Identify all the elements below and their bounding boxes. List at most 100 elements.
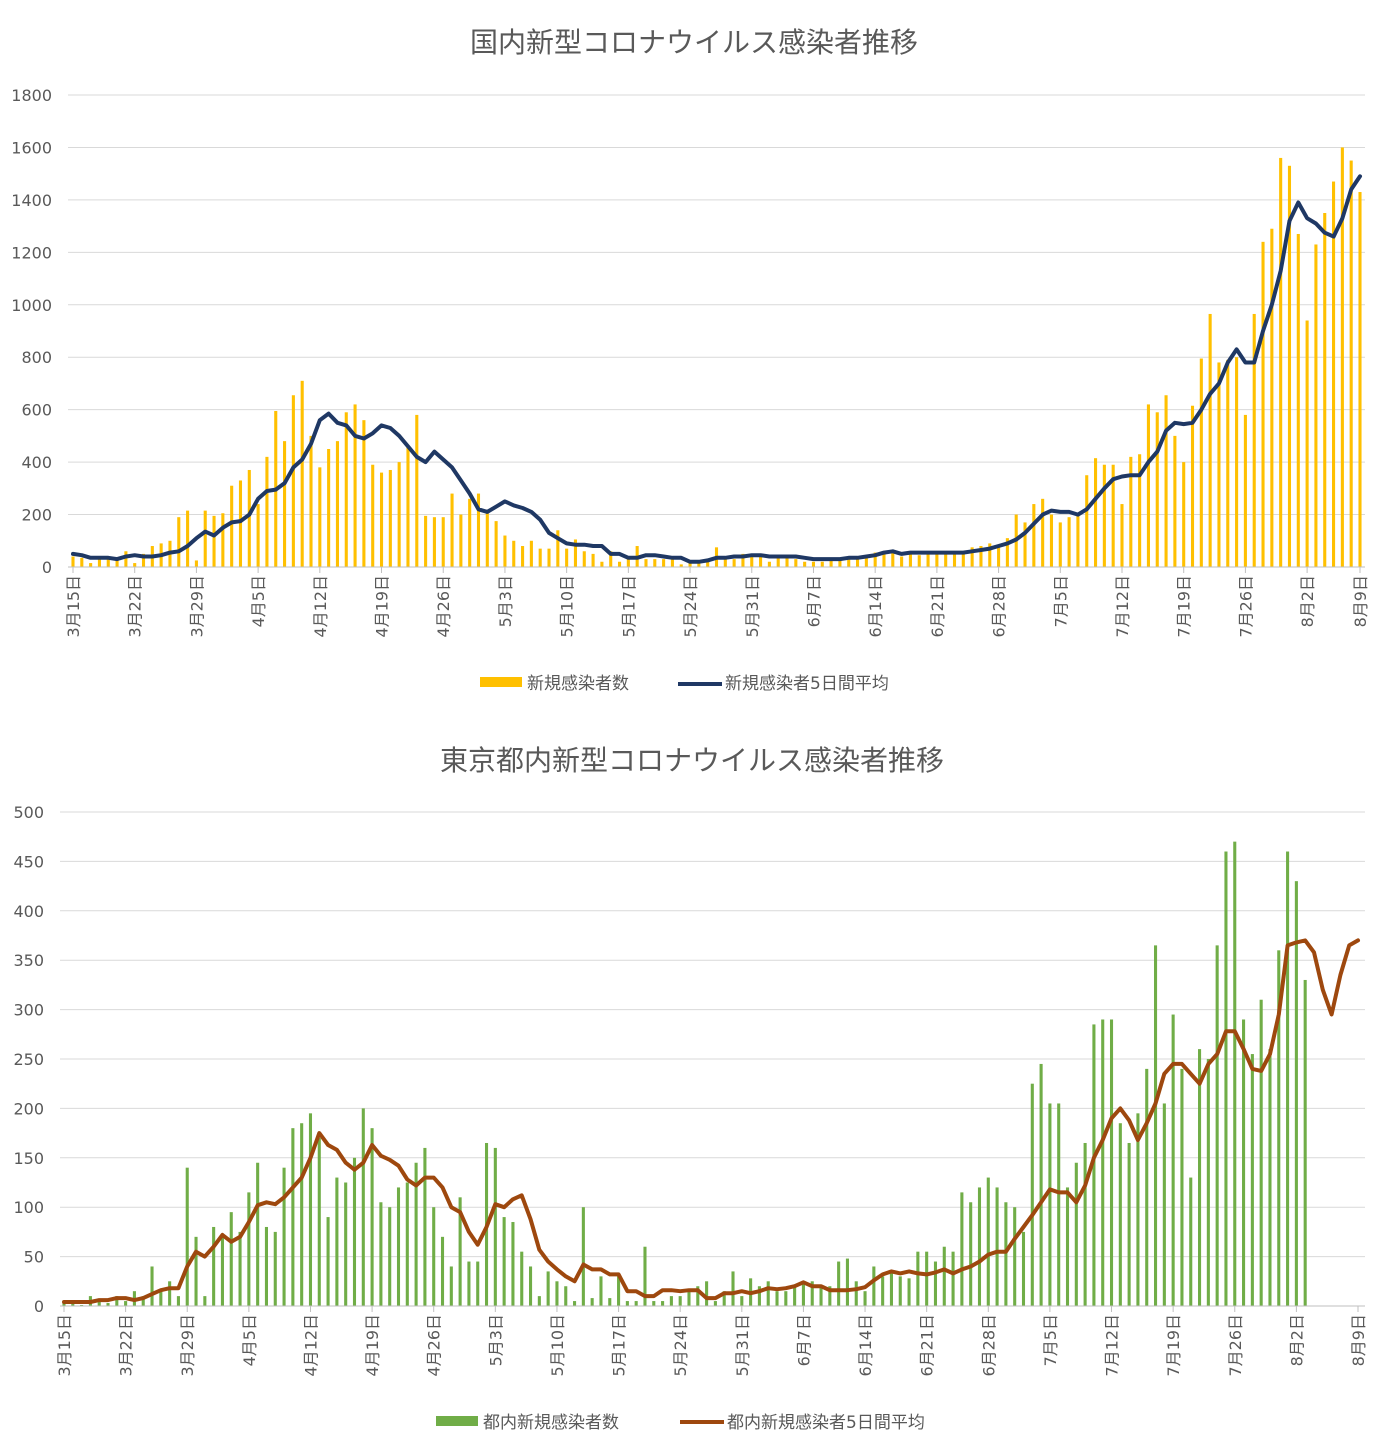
- bar: [308, 1113, 313, 1306]
- x-tick-label: 6月28日: [990, 575, 1009, 638]
- bar: [854, 1281, 858, 1306]
- bar: [1145, 1068, 1149, 1306]
- bar: [810, 1281, 814, 1306]
- national-chart: 国内新型コロナウイルス感染者推移 0 200 400 600 800 1000 1200 14…: [11, 26, 1370, 694]
- bar: [194, 560, 198, 567]
- x-tick-label: 5月17日: [610, 1314, 629, 1377]
- bar: [590, 1298, 594, 1306]
- y-tick-label: 200: [21, 506, 52, 525]
- bar: [468, 498, 472, 567]
- y-tick-label: 50: [24, 1248, 44, 1267]
- bar: [396, 1187, 401, 1306]
- bar: [784, 1291, 788, 1306]
- bar: [556, 530, 560, 567]
- bar: [1314, 244, 1318, 567]
- bar: [1294, 881, 1298, 1306]
- x-tick-label: 3月29日: [178, 1314, 197, 1377]
- bar: [1004, 1202, 1008, 1306]
- bar: [1127, 1142, 1131, 1306]
- bar: [71, 556, 75, 567]
- x-tick-label: 7月5日: [1051, 575, 1070, 627]
- bar: [573, 1301, 577, 1306]
- bar: [1162, 1103, 1166, 1306]
- bar: [679, 564, 683, 567]
- bar: [599, 1276, 603, 1306]
- bar: [713, 1301, 717, 1306]
- bar: [318, 467, 322, 567]
- x-tick-label: 6月14日: [866, 575, 885, 638]
- bar: [97, 1299, 101, 1306]
- x-tick-label: 5月31日: [743, 575, 762, 638]
- bar: [1286, 851, 1290, 1306]
- bar: [1252, 313, 1256, 567]
- legend-swatch-bar: [480, 677, 522, 687]
- x-tick-label: 5月10日: [558, 575, 577, 638]
- bar: [995, 1187, 999, 1306]
- bar: [951, 1251, 955, 1306]
- bar: [662, 559, 666, 567]
- bar: [1005, 538, 1009, 567]
- bar: [617, 1276, 621, 1306]
- x-tick-label: 3月15日: [55, 1314, 74, 1377]
- bar: [1085, 475, 1089, 567]
- bar: [414, 1162, 418, 1306]
- bar: [133, 563, 137, 567]
- average-line: [71, 174, 1362, 564]
- bar: [80, 557, 84, 567]
- x-tick-label: 7月19日: [1175, 575, 1194, 638]
- x-tick-label: 6月7日: [794, 1314, 813, 1366]
- bar: [741, 553, 745, 567]
- x-tick-label: 5月24日: [681, 575, 700, 638]
- y-tick-label: 400: [21, 453, 52, 472]
- bar: [1206, 1059, 1210, 1306]
- legend-swatch-bar: [436, 1416, 478, 1426]
- x-tick-label: 6月28日: [979, 1314, 998, 1377]
- bar: [547, 548, 551, 567]
- bar: [502, 1217, 506, 1306]
- bar: [238, 1231, 242, 1306]
- bar: [141, 553, 146, 567]
- bar: [115, 560, 119, 567]
- x-tick-label: 7月5日: [1041, 1314, 1060, 1366]
- bar: [424, 515, 428, 567]
- y-tick-label: 450: [13, 852, 44, 871]
- bar: [829, 559, 833, 567]
- bar: [185, 1167, 189, 1306]
- bar: [371, 464, 375, 567]
- bar: [1048, 1103, 1052, 1306]
- legend-label-line: 新規感染者5日間平均: [725, 674, 889, 694]
- bar: [1226, 359, 1230, 567]
- bar: [273, 1231, 277, 1306]
- bar: [300, 1123, 304, 1306]
- bar: [458, 1197, 462, 1306]
- x-tick-label: 8月9日: [1349, 1314, 1368, 1366]
- x-tick-label: 6月14日: [856, 1314, 875, 1377]
- bar: [847, 559, 851, 567]
- bar: [1287, 165, 1292, 568]
- bar: [608, 1298, 612, 1306]
- y-tick-label: 1600: [11, 138, 52, 157]
- bar: [520, 1251, 524, 1306]
- bar: [353, 404, 357, 567]
- bar: [988, 543, 992, 567]
- bar: [71, 1304, 75, 1306]
- bar: [168, 1281, 172, 1306]
- bar: [440, 1236, 445, 1306]
- bar: [415, 414, 419, 567]
- bar: [432, 1207, 436, 1306]
- bar: [600, 561, 604, 567]
- y-tick-label: 200: [13, 1099, 44, 1118]
- bar: [801, 1284, 805, 1306]
- bar: [229, 1212, 233, 1306]
- bar: [1277, 950, 1281, 1306]
- bar: [979, 546, 983, 567]
- y-tick-label: 1000: [11, 296, 52, 315]
- bar: [1111, 464, 1115, 567]
- bar: [238, 480, 243, 567]
- bar: [767, 561, 771, 567]
- bar: [819, 1286, 823, 1306]
- bar: [282, 1167, 286, 1306]
- bar: [609, 551, 613, 567]
- y-tick-label: 1400: [11, 191, 52, 210]
- x-tick-label: 4月19日: [363, 1314, 382, 1377]
